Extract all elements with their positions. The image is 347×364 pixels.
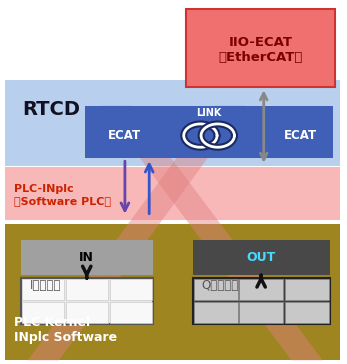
Bar xyxy=(110,279,152,300)
Bar xyxy=(85,106,333,158)
Bar xyxy=(193,278,330,324)
Bar xyxy=(110,302,152,323)
Bar xyxy=(22,279,64,300)
Text: ECAT: ECAT xyxy=(283,129,317,142)
Bar xyxy=(21,240,153,275)
Bar xyxy=(5,167,340,220)
Text: IIO-ECAT
（EtherCAT）: IIO-ECAT （EtherCAT） xyxy=(218,36,303,64)
Bar xyxy=(66,279,108,300)
Bar xyxy=(285,302,329,323)
Bar xyxy=(5,80,340,166)
Bar xyxy=(5,224,340,360)
Bar xyxy=(285,279,329,300)
Text: IN: IN xyxy=(79,251,94,264)
Polygon shape xyxy=(101,106,323,360)
Text: LINK: LINK xyxy=(196,108,222,118)
Text: Q（出力）: Q（出力） xyxy=(201,279,238,292)
Polygon shape xyxy=(28,106,246,360)
Bar xyxy=(194,302,238,323)
Bar xyxy=(66,302,108,323)
Text: PLC-INplc
（Software PLC）: PLC-INplc （Software PLC） xyxy=(14,184,111,206)
Text: ECAT: ECAT xyxy=(108,129,142,142)
Bar xyxy=(239,279,283,300)
Bar xyxy=(22,302,64,323)
Text: RTCD: RTCD xyxy=(23,100,81,119)
Bar xyxy=(193,240,330,275)
Text: I（入力）: I（入力） xyxy=(29,279,61,292)
Text: PLC Kernel
INplc Software: PLC Kernel INplc Software xyxy=(14,316,117,344)
Bar xyxy=(186,9,335,87)
Bar xyxy=(239,302,283,323)
Bar xyxy=(21,278,153,324)
Text: OUT: OUT xyxy=(246,251,276,264)
Bar xyxy=(194,279,238,300)
